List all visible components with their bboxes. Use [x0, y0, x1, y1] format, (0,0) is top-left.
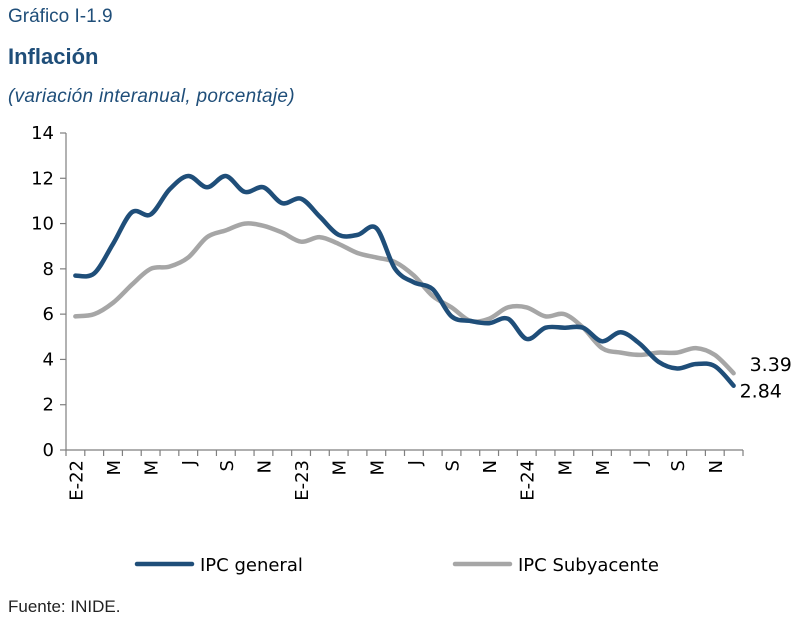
y-tick-label: 12	[31, 168, 54, 189]
chart-title: Inflación	[8, 44, 99, 69]
x-tick-label: E-22	[66, 460, 87, 501]
y-tick-label: 0	[43, 440, 54, 461]
y-tick-label: 8	[43, 259, 54, 280]
chart-series	[73, 173, 736, 388]
legend-label-general: IPC general	[200, 555, 303, 576]
series-line-subyacente	[73, 221, 736, 376]
x-tick-label: N	[254, 460, 275, 473]
x-tick-label: S	[668, 460, 689, 471]
x-tick-label: M	[330, 460, 351, 476]
x-tick-label: J	[631, 460, 652, 466]
x-tick-label: M	[142, 460, 163, 476]
end-label-general: 2.84	[740, 381, 782, 403]
x-tick-label: M	[555, 460, 576, 476]
chart-subtitle: (variación interanual, porcentaje)	[8, 86, 295, 107]
chart-end-labels: 3.39 2.84	[740, 354, 792, 402]
x-tick-label: E-23	[292, 460, 313, 501]
end-label-subyacente: 3.39	[750, 354, 792, 376]
y-tick-label: 4	[43, 349, 54, 370]
y-tick-label: 2	[43, 395, 54, 416]
x-tick-label: E-24	[518, 460, 539, 501]
y-tick-label: 14	[31, 123, 54, 144]
y-tick-label: 10	[31, 214, 54, 235]
x-tick-label: M	[104, 460, 125, 476]
x-tick-label: M	[593, 460, 614, 476]
figure-number: Gráfico I-1.9	[8, 6, 113, 27]
x-tick-label: N	[480, 460, 501, 473]
series-line-general	[73, 173, 736, 388]
legend-label-subyacente: IPC Subyacente	[518, 555, 659, 576]
source-note: Fuente: INIDE.	[8, 597, 121, 616]
chart-legend: IPC general IPC Subyacente	[134, 555, 659, 576]
x-tick-label: M	[367, 460, 388, 476]
x-tick-label: N	[706, 460, 727, 473]
x-tick-label: S	[443, 460, 464, 471]
x-tick-label: J	[405, 460, 426, 466]
x-tick-label: S	[217, 460, 238, 471]
x-tick-label: J	[179, 460, 200, 466]
y-tick-label: 6	[43, 304, 54, 325]
